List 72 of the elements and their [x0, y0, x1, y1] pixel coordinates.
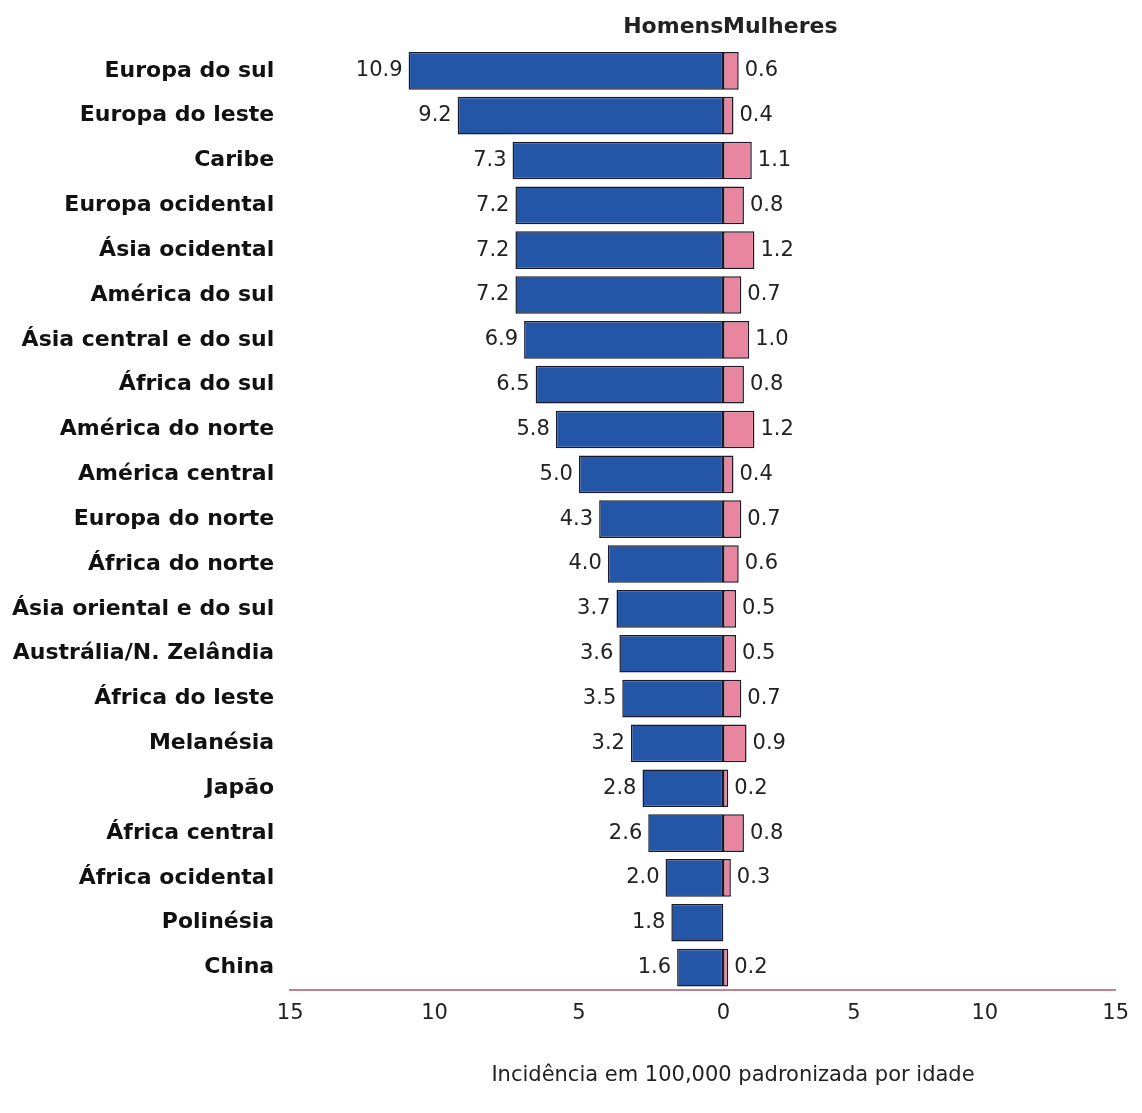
data-label: 2.8 [603, 774, 637, 799]
data-label: 1.2 [760, 236, 795, 261]
y-tick-label: América central [78, 460, 275, 486]
data-label: 4.0 [568, 550, 602, 575]
y-tick-label: Japão [203, 773, 275, 799]
data-label: 1.8 [631, 909, 666, 934]
chart-title: Mulheres [723, 12, 838, 38]
x-tick-label: 5 [847, 1000, 861, 1025]
y-tick-label: África do sul [118, 370, 275, 396]
data-label: 0.6 [745, 57, 779, 82]
y-tick-label: África do norte [88, 549, 275, 575]
x-tick-label: 15 [1102, 1000, 1130, 1025]
data-label: 9.2 [418, 102, 452, 127]
x-tick-label: 0 [716, 1000, 731, 1025]
data-label: 0.7 [747, 281, 782, 306]
data-label: 1.2 [760, 415, 795, 440]
data-label: 1.0 [755, 326, 789, 351]
data-label: 1.6 [637, 954, 672, 979]
data-label: 0.5 [742, 595, 776, 620]
y-tick-label: Europa do sul [104, 56, 275, 82]
data-label: 0.2 [734, 774, 768, 799]
data-label: 3.5 [582, 685, 617, 710]
data-label: 0.6 [745, 550, 779, 575]
y-tick-label: Europa do norte [73, 504, 275, 530]
data-label: 0.5 [742, 640, 776, 665]
y-tick-label: Ásia central e do sul [21, 325, 275, 351]
y-tick-label: Melanésia [148, 729, 275, 755]
data-label: 3.7 [577, 595, 611, 620]
x-tick-label: 10 [971, 1000, 999, 1025]
data-label: 6.9 [484, 326, 519, 351]
y-tick-label: China [204, 953, 275, 979]
y-tick-label: África central [106, 818, 275, 844]
data-label: 7.2 [476, 236, 510, 261]
data-label: 7.2 [476, 281, 510, 306]
data-label: 5.8 [516, 415, 550, 440]
data-label: 4.3 [559, 505, 594, 530]
y-tick-label: América do sul [90, 280, 275, 306]
data-label: 3.2 [591, 729, 625, 754]
data-label: 5.0 [539, 460, 573, 485]
x-tick-label: 10 [421, 1000, 448, 1025]
data-label: 0.4 [739, 102, 774, 127]
data-label: 0.7 [747, 685, 782, 710]
data-label: 0.2 [734, 954, 768, 979]
data-label: 6.5 [496, 371, 530, 396]
x-tick-label: 15 [276, 1000, 304, 1025]
data-label: 0.3 [737, 864, 771, 889]
y-tick-label: Caribe [194, 146, 275, 172]
data-label: 7.3 [473, 146, 507, 171]
data-label: 10.9 [355, 57, 403, 82]
y-tick-label: África ocidental [78, 863, 275, 889]
y-tick-label: Europa ocidental [64, 191, 275, 217]
y-tick-label: Ásia ocidental [99, 235, 275, 261]
data-label: 2.0 [626, 864, 660, 889]
data-label: 0.9 [752, 729, 787, 754]
data-label: 0.8 [750, 191, 784, 216]
y-tick-label: América do norte [59, 415, 275, 441]
y-tick-label: África do leste [94, 684, 275, 710]
y-tick-label: Polinésia [161, 908, 275, 934]
x-axis-title: Incidência em 100,000 padronizada por idade [491, 1062, 975, 1086]
data-label: 0.7 [747, 505, 782, 530]
data-label: 0.8 [750, 371, 784, 396]
y-tick-label: Austrália/N. Zelândia [12, 639, 275, 665]
data-label: 1.1 [758, 146, 792, 171]
x-tick-label: 5 [572, 1000, 586, 1025]
y-tick-label: Ásia oriental e do sul [12, 594, 275, 620]
y-tick-label: Europa do leste [79, 101, 275, 127]
data-label: 0.8 [750, 819, 784, 844]
data-label: 3.6 [579, 640, 614, 665]
data-label: 7.2 [476, 191, 510, 216]
chart-title: Homens [623, 12, 724, 38]
data-label: 0.4 [739, 460, 774, 485]
data-label: 2.6 [608, 819, 643, 844]
